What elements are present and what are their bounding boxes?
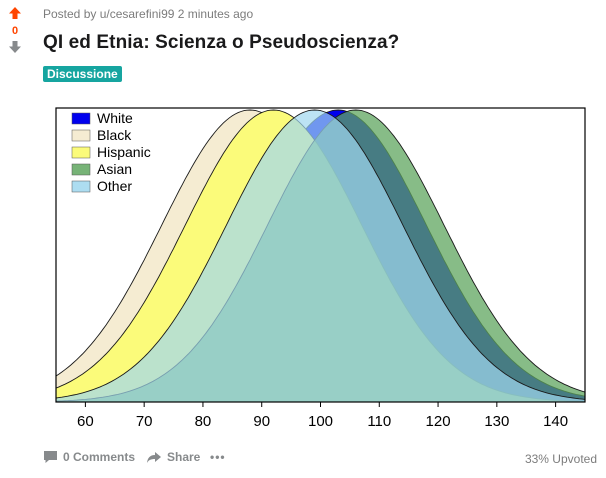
vote-column: 0	[4, 6, 26, 54]
x-tick-label: 110	[367, 413, 391, 430]
x-tick-label: 60	[77, 413, 94, 430]
legend-label-asian: Asian	[97, 161, 132, 177]
legend-label-other: Other	[97, 178, 132, 194]
downvote-arrow-icon[interactable]	[8, 40, 22, 54]
x-tick-label: 130	[484, 413, 509, 430]
vote-score: 0	[11, 25, 19, 37]
x-tick-label: 120	[426, 413, 451, 430]
post-title[interactable]: QI ed Etnia: Scienza o Pseudoscienza?	[43, 32, 400, 53]
upvote-arrow-icon[interactable]	[8, 6, 22, 20]
legend-swatch-asian	[71, 163, 91, 176]
x-axis: 60 70 80 90 100 110 120 130 140	[77, 402, 568, 430]
comments-button[interactable]: 0 Comments	[43, 450, 135, 464]
more-options-icon: •••	[210, 450, 226, 464]
legend-swatch-black	[71, 129, 91, 142]
chart-areas	[55, 109, 586, 403]
legend-label-black: Black	[97, 127, 132, 143]
comments-label: 0 Comments	[63, 450, 136, 464]
more-options-button[interactable]: •••	[210, 450, 226, 464]
series-area-other	[55, 109, 586, 403]
x-tick-label: 90	[253, 413, 270, 430]
x-tick-label: 80	[195, 413, 212, 430]
x-tick-label: 140	[543, 413, 568, 430]
share-icon	[147, 451, 161, 463]
legend-label-white: White	[97, 110, 133, 126]
legend-swatch-other	[71, 180, 91, 193]
legend-label-hispanic: Hispanic	[97, 144, 151, 160]
x-tick-label: 70	[136, 413, 153, 430]
post-flair[interactable]: Discussione	[43, 66, 122, 82]
share-button[interactable]: Share	[146, 450, 200, 464]
iq-distribution-chart[interactable]: 60 70 80 90 100 110 120 130 140 WhiteBlackHispan…	[36, 94, 596, 442]
x-tick-label: 100	[308, 413, 333, 430]
plot-frame	[55, 107, 586, 403]
post-meta: Posted by u/cesarefini99 2 minutes ago	[43, 7, 254, 21]
legend-swatch-white	[71, 112, 91, 125]
legend-swatch-hispanic	[71, 146, 91, 159]
upvote-ratio: 33% Upvoted	[524, 452, 597, 466]
post-footer: 0 Comments Share ••• 33% Upvoted	[43, 450, 599, 468]
share-label: Share	[167, 450, 201, 464]
comment-icon	[44, 451, 57, 463]
